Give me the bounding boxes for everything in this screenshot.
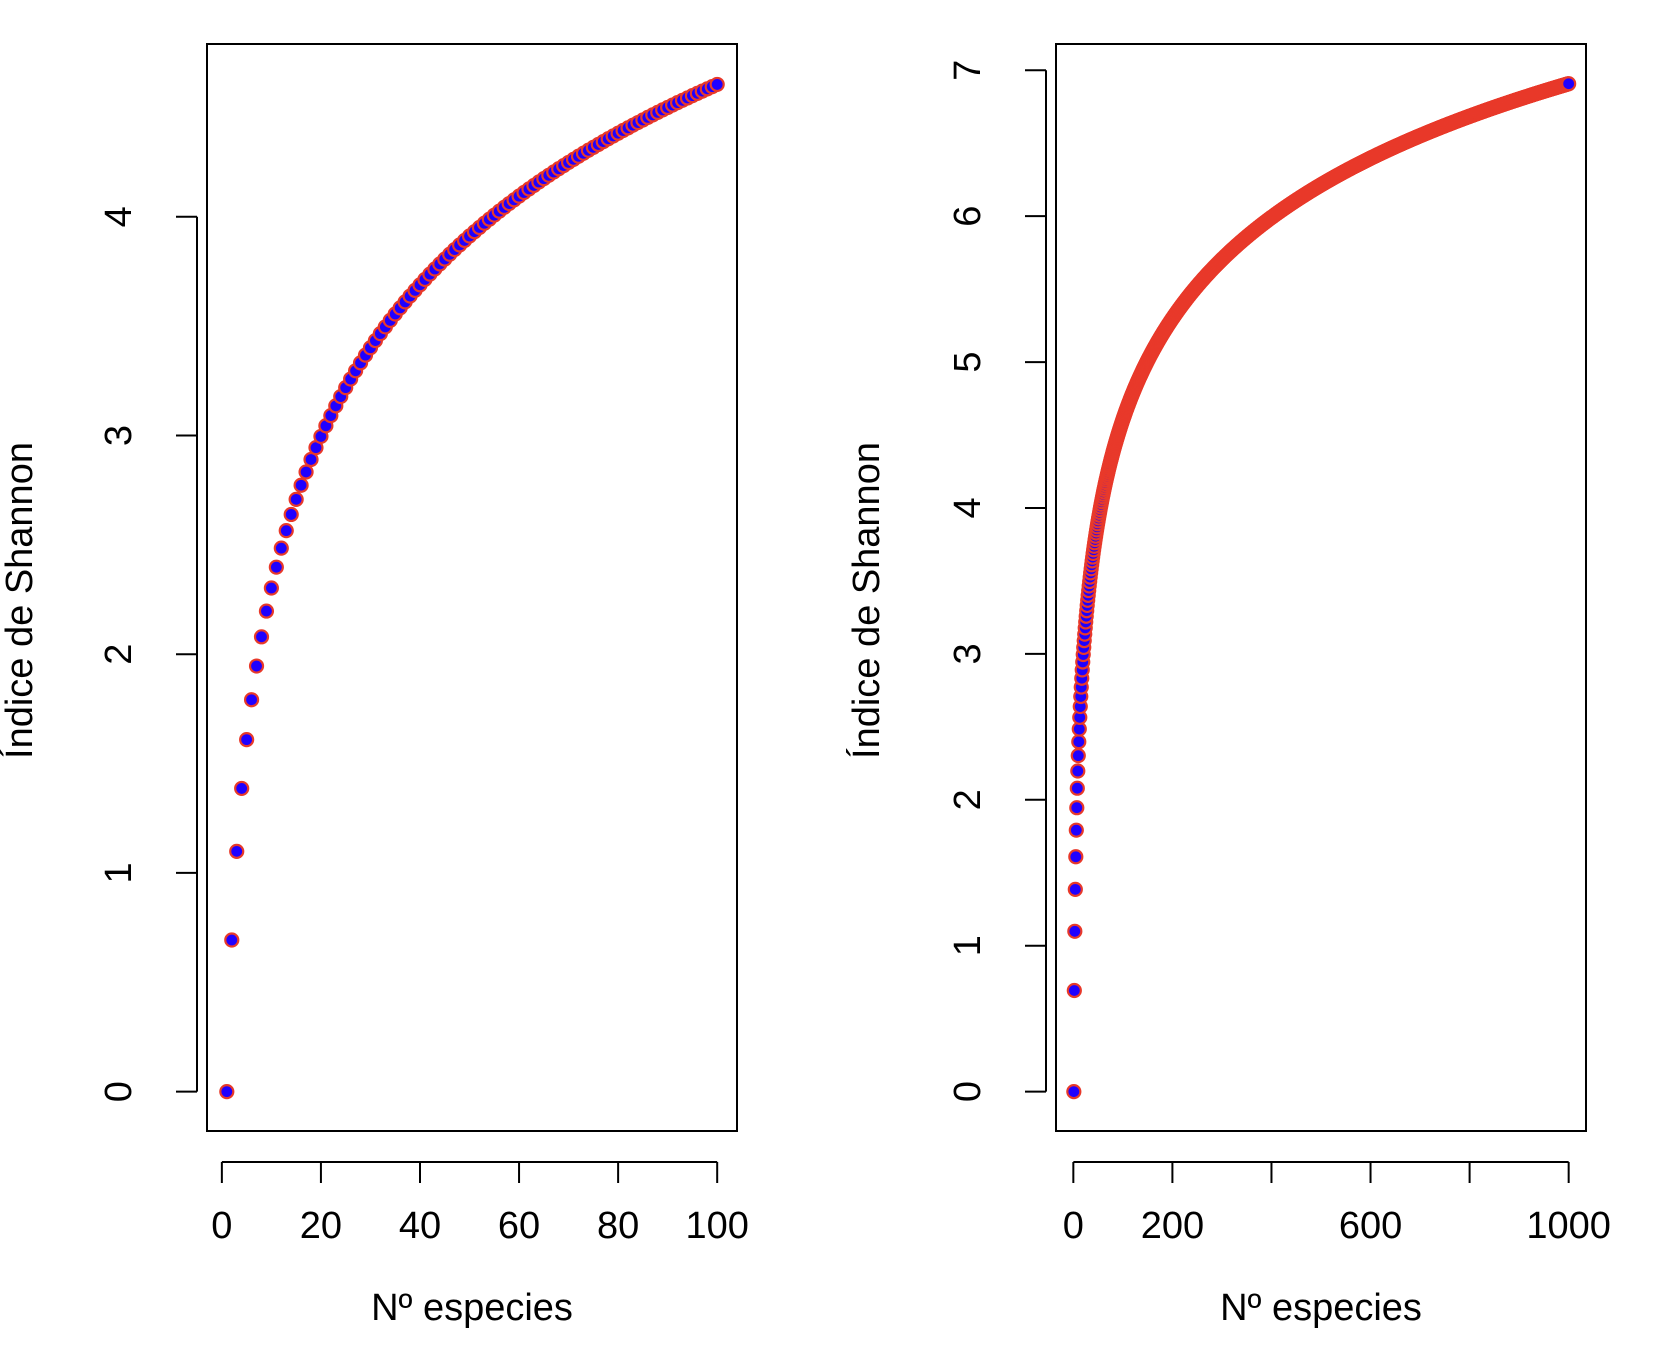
data-point: [1561, 76, 1577, 92]
x-axis-label: Nº especies: [371, 1287, 573, 1329]
data-point: [229, 843, 245, 859]
data-point: [1070, 748, 1086, 764]
x-tick-label: 1000: [1526, 1205, 1611, 1247]
x-axis-label: Nº especies: [1220, 1287, 1422, 1329]
y-axis-label: Índice de Shannon: [0, 442, 41, 759]
data-points: [1066, 76, 1577, 1100]
left-scatter-plot: 0 20 40 60 80 100 0 1 2 3 4 Nº especies Índice de Sh…: [0, 43, 749, 1329]
y-tick-label: 0: [98, 1081, 140, 1102]
data-point: [278, 523, 294, 539]
x-tick-label: 60: [498, 1205, 540, 1247]
data-point: [1068, 822, 1084, 838]
data-point: [1069, 800, 1085, 816]
y-tick-label: 3: [947, 643, 989, 664]
data-point: [1068, 849, 1084, 865]
data-point: [1066, 982, 1082, 999]
data-point: [263, 580, 279, 596]
data-point: [1067, 881, 1083, 897]
y-tick-label: 1: [98, 862, 140, 883]
y-tick-label: 6: [947, 206, 989, 227]
y-tick-label: 3: [98, 425, 140, 446]
x-tick-label: 0: [211, 1205, 232, 1247]
data-point: [1066, 1084, 1082, 1100]
data-point: [273, 540, 289, 556]
y-tick-label: 0: [947, 1081, 989, 1102]
plot-frame: [206, 43, 738, 1132]
data-point: [709, 76, 725, 93]
y-axis-label: Índice de Shannon: [845, 442, 888, 759]
data-point: [234, 780, 250, 797]
data-point: [243, 692, 260, 708]
y-tick-label: 7: [947, 60, 989, 81]
data-point: [283, 506, 299, 523]
x-tick-label: 40: [399, 1205, 441, 1247]
y-tick-label: 4: [947, 497, 989, 518]
y-tick-label: 4: [98, 206, 140, 227]
data-point: [293, 477, 309, 493]
data-point: [248, 658, 265, 674]
x-tick-label: 200: [1141, 1205, 1204, 1247]
data-point: [298, 464, 314, 480]
x-tick-label: 600: [1339, 1205, 1402, 1247]
y-tick-label: 1: [947, 935, 989, 956]
data-point: [1069, 780, 1085, 796]
x-tick-label: 80: [597, 1205, 639, 1247]
data-point: [1070, 763, 1086, 779]
data-point: [258, 603, 275, 619]
data-point: [1071, 734, 1087, 750]
data-point: [219, 1084, 235, 1100]
y-tick-label: 2: [947, 789, 989, 810]
data-point: [224, 932, 240, 948]
y-tick-label: 2: [98, 644, 140, 665]
data-point: [288, 491, 304, 507]
x-tick-label: 0: [1063, 1205, 1084, 1247]
data-point: [268, 559, 284, 575]
x-tick-label: 20: [300, 1205, 342, 1247]
data-point: [239, 732, 255, 748]
y-tick-label: 5: [947, 352, 989, 373]
plot-frame: [1055, 43, 1587, 1132]
data-point: [1067, 923, 1083, 939]
x-tick-label: 100: [685, 1205, 748, 1247]
right-scatter-plot: 0 200 600 1000 0 1 2 3 4 5 6 7 Nº especies Índice de …: [845, 43, 1611, 1329]
data-points: [219, 76, 725, 1100]
data-point: [253, 629, 270, 645]
